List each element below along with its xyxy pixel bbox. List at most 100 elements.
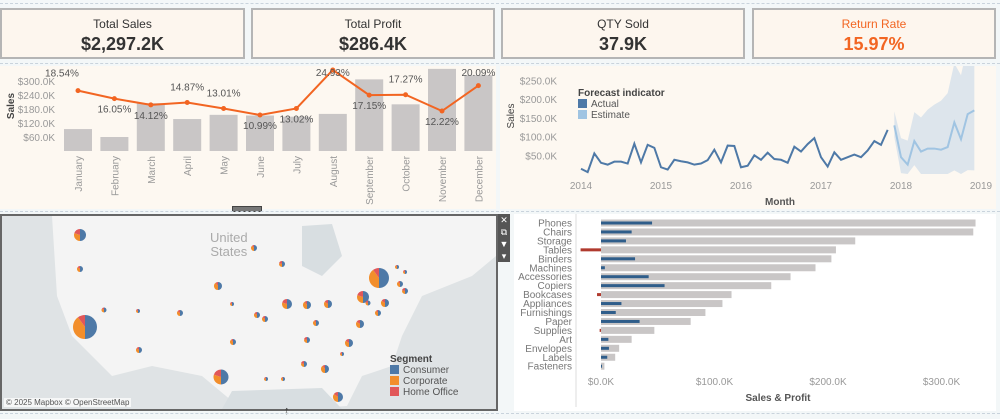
pie-slice[interactable]: [313, 320, 316, 326]
pie-slice[interactable]: [80, 266, 83, 272]
pie-slice[interactable]: [405, 288, 408, 294]
pie-slice[interactable]: [321, 365, 325, 373]
pie-slice[interactable]: [368, 300, 371, 306]
pie-slice[interactable]: [283, 377, 285, 381]
pie-slice[interactable]: [221, 369, 229, 385]
pie-slice[interactable]: [397, 281, 400, 287]
pie-slice[interactable]: [229, 303, 232, 306]
more-options-icon[interactable]: ▾: [501, 251, 507, 261]
pie-slice[interactable]: [218, 282, 222, 290]
pie-slice[interactable]: [101, 307, 104, 311]
pie-slice[interactable]: [282, 299, 287, 304]
pie-slice[interactable]: [252, 245, 254, 248]
pie-slice[interactable]: [376, 310, 378, 313]
pie-slice[interactable]: [378, 310, 381, 316]
pie-slice[interactable]: [304, 301, 307, 305]
pie-slice[interactable]: [282, 261, 285, 267]
pie-slice[interactable]: [369, 269, 379, 288]
legend-consumer[interactable]: Consumer: [390, 365, 458, 376]
pie-slice[interactable]: [233, 339, 236, 345]
pie-slice[interactable]: [281, 377, 283, 379]
pie-slice[interactable]: [177, 311, 180, 316]
legend-corporate[interactable]: Corporate: [390, 376, 458, 387]
pie-slice[interactable]: [402, 288, 405, 291]
pie-slice[interactable]: [136, 347, 139, 350]
pie-slice[interactable]: [136, 309, 138, 311]
pie-slice[interactable]: [74, 233, 80, 241]
pie-slice[interactable]: [356, 320, 360, 324]
pie-slice[interactable]: [304, 361, 307, 367]
pie-slice[interactable]: [400, 281, 403, 287]
legend-actual[interactable]: Actual: [578, 99, 665, 110]
pie-slice[interactable]: [338, 392, 343, 402]
pie-slice[interactable]: [381, 299, 385, 303]
pie-slice[interactable]: [265, 316, 268, 322]
pie-slice[interactable]: [104, 307, 107, 313]
pie-slice[interactable]: [215, 282, 218, 286]
pie-slice[interactable]: [213, 374, 221, 385]
pie-slice[interactable]: [398, 281, 400, 284]
pie-slice[interactable]: [403, 270, 405, 272]
pie-slice[interactable]: [287, 299, 292, 309]
pie-slice[interactable]: [325, 365, 329, 373]
segment-map[interactable]: United States © 2025 Mapbox © OpenStreetM…: [0, 214, 498, 411]
pie-slice[interactable]: [262, 316, 265, 319]
pie-slice[interactable]: [324, 300, 328, 304]
pie-slice[interactable]: [266, 377, 268, 381]
pie-slice[interactable]: [356, 321, 360, 328]
pie-slice[interactable]: [357, 295, 363, 303]
pie-slice[interactable]: [213, 369, 221, 378]
pie-slice[interactable]: [385, 299, 389, 307]
pie-slice[interactable]: [342, 352, 344, 356]
pie-slice[interactable]: [307, 337, 310, 343]
pie-slice[interactable]: [314, 320, 316, 323]
legend-estimate[interactable]: Estimate: [578, 110, 665, 121]
pie-slice[interactable]: [324, 301, 328, 308]
pie-slice[interactable]: [357, 291, 363, 297]
pie-slice[interactable]: [231, 339, 233, 342]
pie-slice[interactable]: [230, 339, 233, 345]
pie-slice[interactable]: [403, 271, 405, 274]
pie-slice[interactable]: [279, 261, 282, 264]
pie-slice[interactable]: [333, 392, 338, 397]
pie-slice[interactable]: [72, 317, 85, 339]
pie-slice[interactable]: [365, 300, 368, 304]
pie-slice[interactable]: [301, 361, 304, 364]
popout-icon[interactable]: ⧉: [500, 227, 508, 237]
pie-slice[interactable]: [307, 301, 311, 309]
pie-slice[interactable]: [77, 267, 80, 272]
pie-slice[interactable]: [375, 310, 378, 316]
pie-slice[interactable]: [101, 308, 104, 313]
pie-slice[interactable]: [138, 309, 140, 313]
pie-slice[interactable]: [254, 245, 257, 251]
pie-slice[interactable]: [254, 313, 257, 318]
map-attribution[interactable]: © 2025 Mapbox © OpenStreetMap: [4, 398, 132, 407]
pie-slice[interactable]: [401, 290, 405, 294]
pie-slice[interactable]: [74, 229, 80, 235]
pie-slice[interactable]: [263, 377, 266, 381]
pie-slice[interactable]: [230, 302, 232, 304]
pie-slice[interactable]: [304, 337, 307, 340]
pie-slice[interactable]: [213, 282, 218, 290]
pie-slice[interactable]: [251, 245, 254, 251]
pie-slice[interactable]: [180, 310, 183, 316]
filter-icon[interactable]: ▼: [499, 239, 509, 249]
pie-slice[interactable]: [300, 363, 304, 367]
pie-slice[interactable]: [281, 377, 283, 381]
pie-slice[interactable]: [264, 377, 266, 379]
pie-slice[interactable]: [340, 353, 342, 356]
pie-slice[interactable]: [279, 263, 282, 267]
pie-slice[interactable]: [397, 265, 399, 269]
pie-slice[interactable]: [360, 320, 364, 328]
pie-slice[interactable]: [316, 320, 319, 326]
pie-slice[interactable]: [373, 268, 379, 278]
pie-slice[interactable]: [303, 339, 307, 343]
pie-slice[interactable]: [395, 265, 397, 269]
pie-slice[interactable]: [136, 310, 138, 313]
pie-slice[interactable]: [77, 315, 85, 327]
pie-slice[interactable]: [232, 302, 234, 306]
pie-slice[interactable]: [80, 229, 86, 241]
pie-slice[interactable]: [395, 265, 397, 267]
pie-slice[interactable]: [254, 312, 257, 315]
pie-slice[interactable]: [177, 310, 180, 313]
